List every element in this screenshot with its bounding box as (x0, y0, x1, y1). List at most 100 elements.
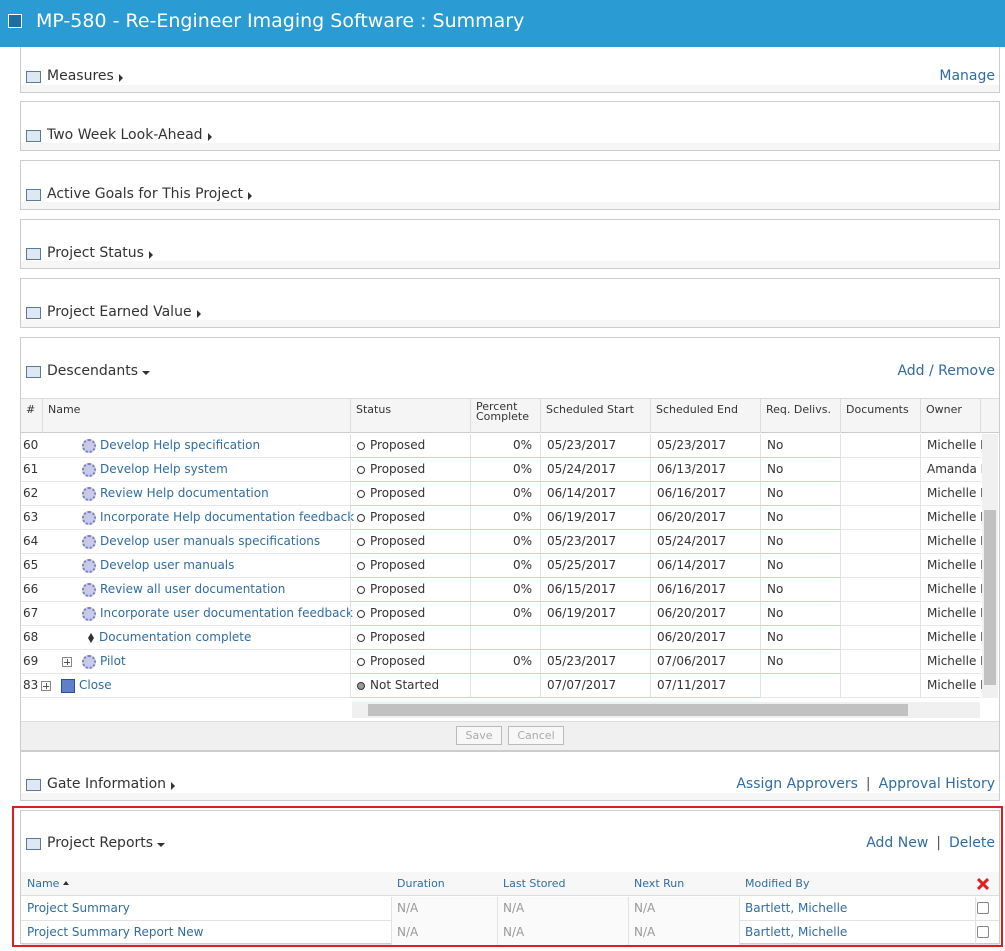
task-link[interactable]: Incorporate user documentation feedback (100, 606, 353, 620)
owner: Michelle B (927, 630, 989, 644)
column-header[interactable]: Owner (926, 403, 962, 416)
action-link[interactable]: Assign Approvers (736, 776, 858, 792)
report-link[interactable]: Project Summary Report New (27, 925, 204, 939)
section-label[interactable]: Project Status (47, 245, 144, 261)
grid-cell (760, 650, 840, 674)
row-number: 63 (23, 510, 39, 524)
task-link[interactable]: Pilot (100, 654, 126, 668)
section-menu-arrow[interactable] (248, 192, 253, 200)
percent-complete: 0% (512, 558, 532, 572)
delete-cross (977, 878, 989, 890)
grid-cell (540, 626, 650, 650)
column-header[interactable]: Percent Complete (476, 400, 530, 423)
cell-text: 05/23/2017 (547, 534, 617, 548)
section-label[interactable]: Measures (47, 68, 114, 84)
expand-toggle[interactable] (41, 681, 51, 691)
grid-cell (840, 458, 920, 482)
milestone-icon (88, 633, 94, 643)
report-column-header[interactable]: Modified By (745, 877, 810, 890)
section-menu-arrow[interactable] (171, 782, 176, 790)
section-actions: Assign Approvers | Approval History (736, 776, 995, 792)
column-header[interactable]: Status (356, 403, 392, 416)
report-column-header[interactable]: Next Run (634, 877, 685, 890)
task-link[interactable]: Review Help documentation (100, 486, 269, 500)
action-link[interactable]: Add New (866, 835, 929, 851)
column-header[interactable]: Scheduled End (656, 403, 738, 416)
owner: Michelle B (927, 486, 989, 500)
cell-text: 05/23/2017 (547, 438, 617, 452)
section-menu-arrow[interactable] (118, 74, 123, 82)
task-link[interactable]: Documentation complete (99, 630, 252, 644)
section-menu-arrow[interactable] (157, 843, 166, 847)
task-link[interactable]: Review all user documentation (100, 582, 286, 596)
task-link[interactable]: Develop user manuals specifications (100, 534, 321, 548)
section-label[interactable]: Active Goals for This Project (47, 186, 244, 202)
cell-text: No (767, 558, 784, 572)
task-link[interactable]: Develop user manuals (100, 558, 235, 572)
form-button[interactable]: Save (456, 726, 502, 745)
report-column-header[interactable]: Last Stored (503, 877, 566, 890)
action-link[interactable]: Delete (949, 835, 995, 851)
status-text: Proposed (370, 510, 426, 524)
cell-text: 05/25/2017 (547, 558, 617, 572)
cell-text: 06/15/2017 (547, 582, 617, 596)
scroll-thumb[interactable] (368, 704, 908, 716)
report-cell (391, 921, 497, 945)
report-value: N/A (397, 901, 419, 915)
action-link[interactable]: Manage (939, 68, 995, 84)
grid-cell (470, 434, 540, 458)
task-link[interactable]: Develop Help system (100, 462, 228, 476)
section-action[interactable]: Add / Remove (897, 363, 995, 379)
report-link[interactable]: Project Summary (27, 901, 130, 915)
column-header[interactable]: # (26, 403, 36, 416)
owner: Michelle B (927, 558, 989, 572)
form-button[interactable]: Cancel (508, 726, 564, 745)
title-bar: MP-580 - Re-Engineer Imaging Software : … (0, 0, 1005, 47)
report-link[interactable]: Bartlett, Michelle (745, 901, 848, 915)
grid-cell (540, 482, 650, 506)
column-header[interactable]: Name (48, 403, 81, 416)
checkbox[interactable] (977, 902, 989, 914)
grid-cell (840, 434, 920, 458)
section-menu-arrow[interactable] (196, 310, 201, 318)
section-label[interactable]: Project Reports (47, 835, 154, 851)
column-header[interactable]: Scheduled Start (546, 403, 634, 416)
section-menu-arrow[interactable] (142, 371, 150, 375)
delete-icon[interactable] (977, 878, 989, 890)
grid-cell (760, 602, 840, 626)
checkbox[interactable] (977, 926, 989, 938)
scroll-thumb[interactable] (984, 510, 996, 685)
expand-toggle[interactable] (62, 657, 72, 667)
action-link[interactable]: Approval History (878, 776, 995, 792)
report-cell (628, 921, 739, 945)
grid-cell (840, 674, 920, 698)
report-value: N/A (397, 925, 419, 939)
task-link[interactable]: Incorporate Help documentation feedback (100, 510, 355, 524)
section-label[interactable]: Descendants (47, 363, 138, 379)
report-link[interactable]: Bartlett, Michelle (745, 925, 848, 939)
row-number: 67 (23, 606, 39, 620)
report-cell (497, 921, 628, 945)
column-header[interactable]: Documents (846, 403, 909, 416)
grid-cell (650, 482, 760, 506)
task-link[interactable]: Close (79, 678, 112, 692)
percent-complete: 0% (512, 654, 532, 668)
column-header[interactable]: Req. Delivs. (766, 403, 831, 416)
sort-arrow[interactable] (63, 881, 70, 885)
grid-cell (540, 674, 650, 698)
report-column-header[interactable]: Name (27, 877, 60, 890)
cell-text: No (767, 462, 784, 476)
grid-cell (920, 506, 980, 530)
task-icon (82, 559, 96, 573)
section-label[interactable]: Two Week Look-Ahead (47, 127, 203, 143)
section-label[interactable]: Gate Information (47, 776, 167, 792)
row-number: 66 (23, 582, 39, 596)
section-menu-arrow[interactable] (207, 133, 212, 141)
section-menu-arrow[interactable] (148, 251, 153, 259)
cell-text: No (767, 606, 784, 620)
status-dot (357, 538, 365, 546)
task-link[interactable]: Develop Help specification (100, 438, 261, 452)
report-column-header[interactable]: Duration (397, 877, 445, 890)
section-actions: Add New | Delete (866, 835, 995, 851)
section-label[interactable]: Project Earned Value (47, 304, 192, 320)
